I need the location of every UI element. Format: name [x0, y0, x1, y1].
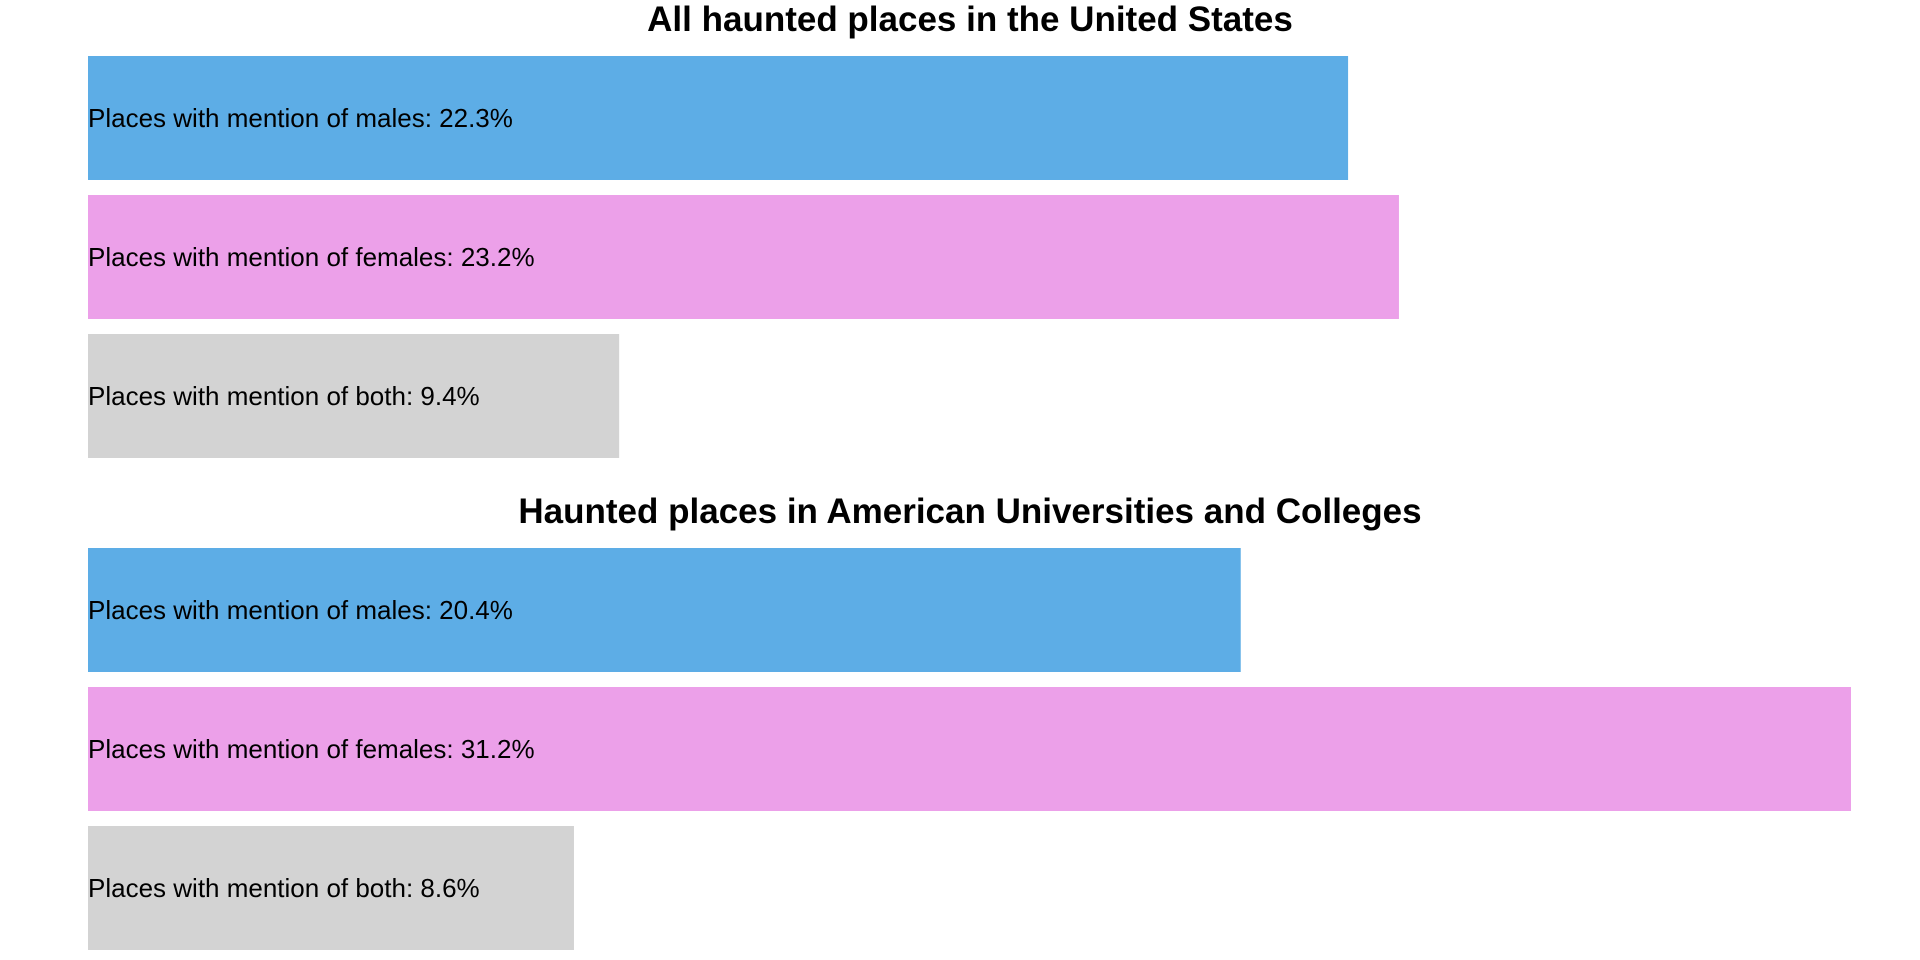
bar-label-males: Places with mention of males: 20.4%: [88, 595, 513, 625]
bar-label-females: Places with mention of females: 23.2%: [88, 242, 535, 272]
bar-males: [88, 548, 1241, 672]
chart-panel-2: Haunted places in American Universities …: [88, 492, 1851, 950]
bar-males: [88, 56, 1349, 180]
chart-panel-1: All haunted places in the United States P…: [88, 0, 1399, 458]
chart-title: Haunted places in American Universities …: [518, 492, 1421, 531]
bar-label-males: Places with mention of males: 22.3%: [88, 103, 513, 133]
bar-females: [88, 687, 1851, 811]
bar-label-females: Places with mention of females: 31.2%: [88, 734, 535, 764]
bar-both: [88, 826, 574, 950]
bar-label-both: Places with mention of both: 8.6%: [88, 873, 480, 903]
bar-label-both: Places with mention of both: 9.4%: [88, 381, 480, 411]
bar-both: [88, 334, 620, 458]
bar-females: [88, 195, 1399, 319]
chart-title: All haunted places in the United States: [647, 0, 1293, 39]
